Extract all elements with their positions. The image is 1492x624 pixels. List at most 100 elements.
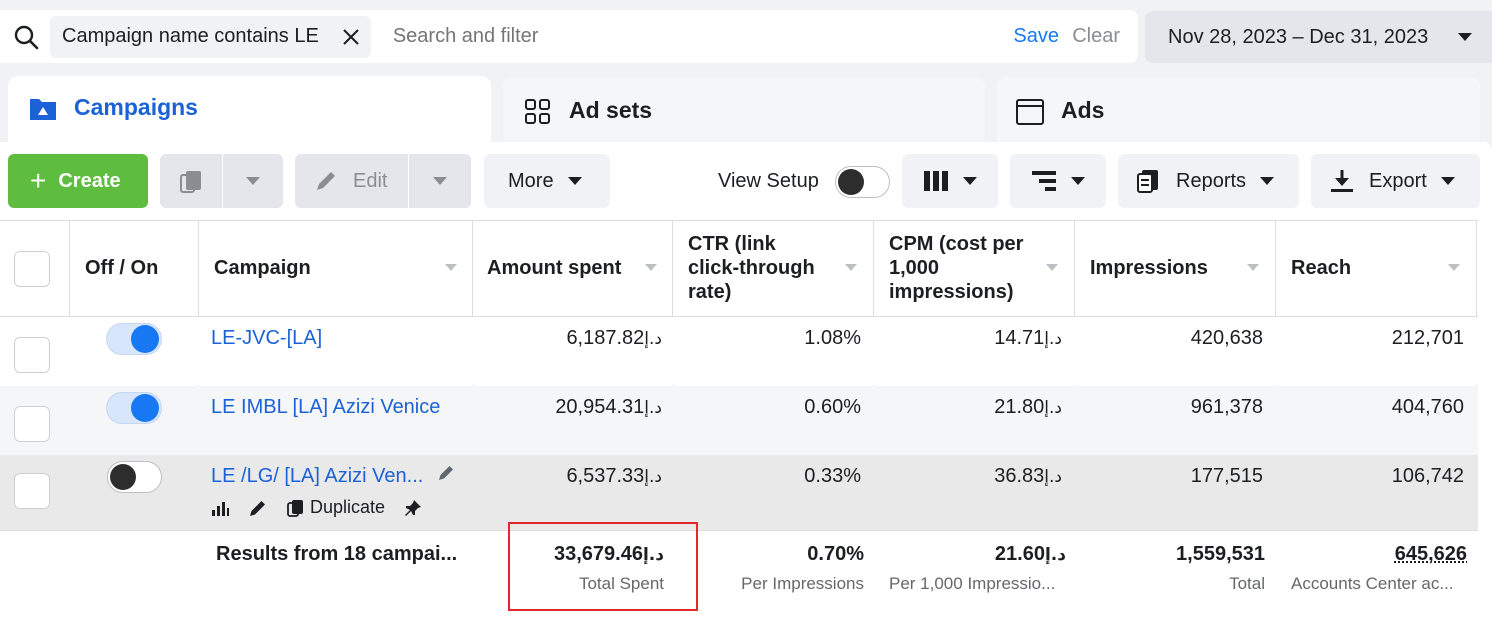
- export-button[interactable]: Export: [1311, 154, 1480, 208]
- duplicate-icon: [180, 171, 201, 193]
- sort-icon: [845, 264, 857, 271]
- column-header-reach[interactable]: Reach: [1291, 220, 1475, 316]
- edit-button[interactable]: Edit: [295, 154, 408, 208]
- date-range-picker[interactable]: Nov 28, 2023 – Dec 31, 2023: [1145, 11, 1492, 63]
- column-header-label: CPM (cost per 1,000 impressions): [889, 233, 1024, 303]
- column-header-impressions[interactable]: Impressions: [1090, 220, 1274, 316]
- column-header-amount-spent[interactable]: Amount spent: [487, 220, 672, 316]
- column-header-label: Reach: [1291, 257, 1352, 279]
- view-setup-toggle[interactable]: [835, 166, 890, 198]
- columns-button[interactable]: [902, 154, 998, 208]
- summary-reach-sub: Accounts Center ac...: [1291, 574, 1454, 593]
- summary-amount-sub: Total Spent: [578, 574, 664, 593]
- summary-amount-value: 33,679.46: [554, 543, 643, 565]
- highlight-annotation-box: [508, 522, 698, 611]
- search-input[interactable]: [392, 25, 953, 48]
- summary-cpm: 21.60د.إ: [880, 543, 1066, 566]
- toggle-knob: [110, 464, 136, 490]
- save-filter-link[interactable]: Save: [1013, 25, 1059, 47]
- duplicate-button[interactable]: [160, 154, 222, 208]
- currency-symbol: د.إ: [642, 545, 664, 565]
- row-checkbox[interactable]: [14, 473, 50, 509]
- row-checkbox[interactable]: [14, 337, 50, 373]
- reports-button[interactable]: Reports: [1118, 154, 1299, 208]
- toggle-knob: [838, 169, 864, 195]
- duplicate-icon: [287, 499, 303, 517]
- grid-icon: [523, 97, 553, 127]
- search-bar: Campaign name contains LE Save Clear: [0, 10, 1138, 63]
- edit-menu-button[interactable]: [409, 154, 471, 208]
- column-header-campaign[interactable]: Campaign: [214, 220, 472, 316]
- tab-ads[interactable]: Ads: [997, 77, 1480, 147]
- summary-impressions: 1,559,531: [1176, 543, 1265, 565]
- filter-chip[interactable]: Campaign name contains LE: [50, 15, 371, 58]
- reach-cell: 106,742: [1391, 465, 1464, 487]
- impressions-cell: 420,638: [1190, 327, 1263, 349]
- view-setup-label: View Setup: [718, 170, 819, 192]
- column-header-label: Impressions: [1090, 257, 1208, 279]
- amount-spent-cell: 6,187.82د.إ: [480, 327, 662, 350]
- column-header-label: CTR (link click-through rate): [688, 233, 815, 303]
- edit-button-label: Edit: [353, 169, 388, 192]
- summary-cpm-sub: Per 1,000 Impressio...: [889, 574, 1056, 593]
- campaign-name-link[interactable]: LE /LG/ [LA] Azizi Ven...: [211, 465, 424, 487]
- chevron-down-icon: [567, 177, 582, 185]
- currency-symbol: د.إ: [1044, 329, 1062, 349]
- plus-icon: +: [30, 165, 47, 196]
- impressions-cell: 961,378: [1190, 396, 1263, 418]
- summary-label: Results from 18 campai...: [216, 543, 458, 565]
- summary-reach[interactable]: 645,626: [1394, 543, 1467, 565]
- search-icon[interactable]: [13, 24, 39, 50]
- reports-icon: [1137, 170, 1158, 193]
- campaign-toggle[interactable]: [107, 461, 162, 493]
- create-button[interactable]: + Create: [8, 154, 148, 208]
- chevron-down-icon: [1458, 33, 1472, 41]
- export-button-label: Export: [1369, 169, 1427, 192]
- campaign-toggle[interactable]: [106, 323, 162, 355]
- chevron-down-icon: [246, 177, 260, 185]
- reports-button-label: Reports: [1176, 169, 1247, 192]
- campaign-name-link[interactable]: LE IMBL [LA] Azizi Venice: [211, 396, 441, 418]
- breakdown-icon: [1032, 171, 1056, 191]
- select-all-checkbox[interactable]: [14, 251, 50, 287]
- pencil-icon[interactable]: [248, 498, 268, 518]
- pencil-icon: [317, 172, 335, 190]
- column-header-ctr[interactable]: CTR (link click-through rate): [688, 220, 872, 316]
- clear-filter-link[interactable]: Clear: [1072, 25, 1120, 47]
- close-icon[interactable]: [341, 27, 361, 47]
- column-header-off-on[interactable]: Off / On: [85, 220, 195, 316]
- impressions-cell: 177,515: [1190, 465, 1263, 487]
- column-header-label: Off / On: [85, 257, 159, 279]
- chevron-down-icon: [963, 177, 977, 185]
- cpm-cell: 14.71د.إ: [880, 327, 1062, 350]
- amount-spent-cell: 6,537.33د.إ: [480, 465, 662, 488]
- download-icon: [1331, 170, 1353, 192]
- reach-cell: 404,760: [1391, 396, 1464, 418]
- toggle-knob: [131, 325, 159, 353]
- duplicate-action[interactable]: Duplicate: [286, 497, 385, 518]
- tab-ads-label: Ads: [1061, 97, 1105, 123]
- table-row[interactable]: LE /LG/ [LA] Azizi Ven... Duplicate: [0, 455, 1478, 530]
- filter-chip-label: Campaign name contains LE: [62, 25, 319, 47]
- breakdown-button[interactable]: [1010, 154, 1106, 208]
- edit-name-icon[interactable]: [436, 463, 456, 489]
- campaigns-panel: + Create Edit More View Setup Reports Ex…: [0, 142, 1492, 624]
- column-header-cpm[interactable]: CPM (cost per 1,000 impressions): [889, 220, 1073, 316]
- table-row[interactable]: LE IMBL [LA] Azizi Venice 20,954.31د.إ 0…: [0, 386, 1478, 455]
- more-button[interactable]: More: [484, 154, 610, 208]
- campaign-toggle[interactable]: [106, 392, 162, 424]
- pin-icon[interactable]: [403, 498, 423, 518]
- chevron-down-icon: [1260, 177, 1275, 185]
- ctr-cell: 1.08%: [804, 327, 861, 349]
- tab-ad-sets[interactable]: Ad sets: [503, 77, 985, 147]
- campaign-name-link[interactable]: LE-JVC-[LA]: [211, 327, 323, 349]
- amount-value: 6,187.82: [566, 327, 645, 349]
- sort-icon: [1046, 264, 1058, 271]
- summary-cpm-value: 21.60: [994, 543, 1045, 565]
- table-row[interactable]: LE-JVC-[LA] 6,187.82د.إ 1.08% 14.71د.إ 4…: [0, 317, 1478, 385]
- row-checkbox[interactable]: [14, 406, 50, 442]
- amount-value: 6,537.33: [566, 465, 645, 487]
- duplicate-menu-button[interactable]: [223, 154, 283, 208]
- cpm-cell: 21.80د.إ: [880, 396, 1062, 419]
- chart-icon[interactable]: [210, 498, 230, 518]
